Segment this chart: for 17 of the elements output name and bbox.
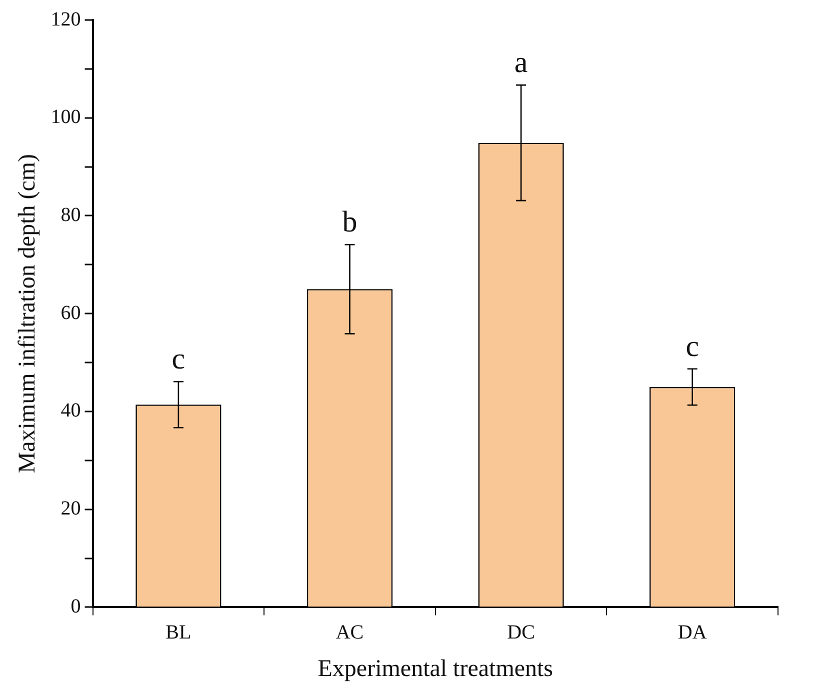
annotation: a	[514, 46, 528, 79]
x-tick-label: BL	[166, 621, 192, 644]
y-tick-label: 80	[60, 204, 81, 226]
x-tick-label: DA	[678, 621, 708, 644]
x-tick-label: DC	[507, 621, 535, 644]
annotation: b	[342, 205, 358, 238]
annotation: c	[172, 342, 186, 376]
x-tick-label: AC	[336, 621, 364, 644]
y-axis-title: Maximum infiltration depth (cm)	[14, 154, 41, 474]
y-tick-label: 100	[50, 106, 81, 128]
y-tick-label: 0	[70, 595, 81, 618]
x-axis-title: Experimental treatments	[318, 656, 554, 682]
y-tick-label: 40	[60, 400, 81, 422]
y-tick-label: 20	[60, 498, 81, 520]
y-tick-label: 120	[50, 8, 81, 30]
y-tick-label: 60	[60, 302, 81, 324]
annotation: c	[686, 330, 700, 363]
